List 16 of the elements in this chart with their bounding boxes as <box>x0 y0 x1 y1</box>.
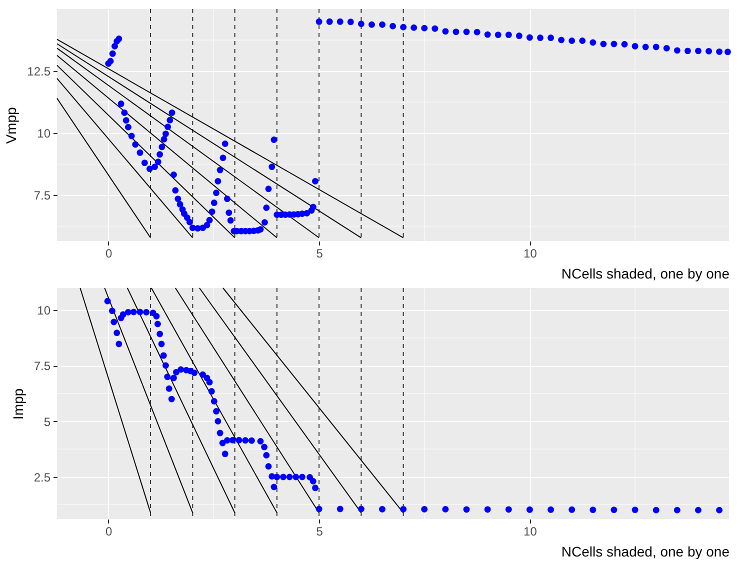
x-tick-label: 5 <box>316 246 324 260</box>
x-tick-label: 5 <box>316 524 324 538</box>
x-tick-label: 0 <box>106 246 113 260</box>
y-axis-title: Vmpp <box>3 107 20 144</box>
y-tick-label: 7.5 <box>34 359 51 374</box>
y-tick-label: 7.5 <box>34 188 51 203</box>
x-tick-label: 10 <box>524 246 538 260</box>
y-tick-label: 5 <box>44 414 51 429</box>
x-tick-label: 10 <box>524 524 538 538</box>
y-tick-label: 12.5 <box>27 64 51 79</box>
x-axis-title: NCells shaded, one by one <box>561 266 730 282</box>
y-axis-title: Impp <box>10 388 26 420</box>
y-tick-label: 10 <box>37 304 51 318</box>
y-tick-label: 10 <box>37 126 51 141</box>
x-tick-label: 0 <box>106 524 113 538</box>
y-tick-label: 2.5 <box>34 470 51 484</box>
